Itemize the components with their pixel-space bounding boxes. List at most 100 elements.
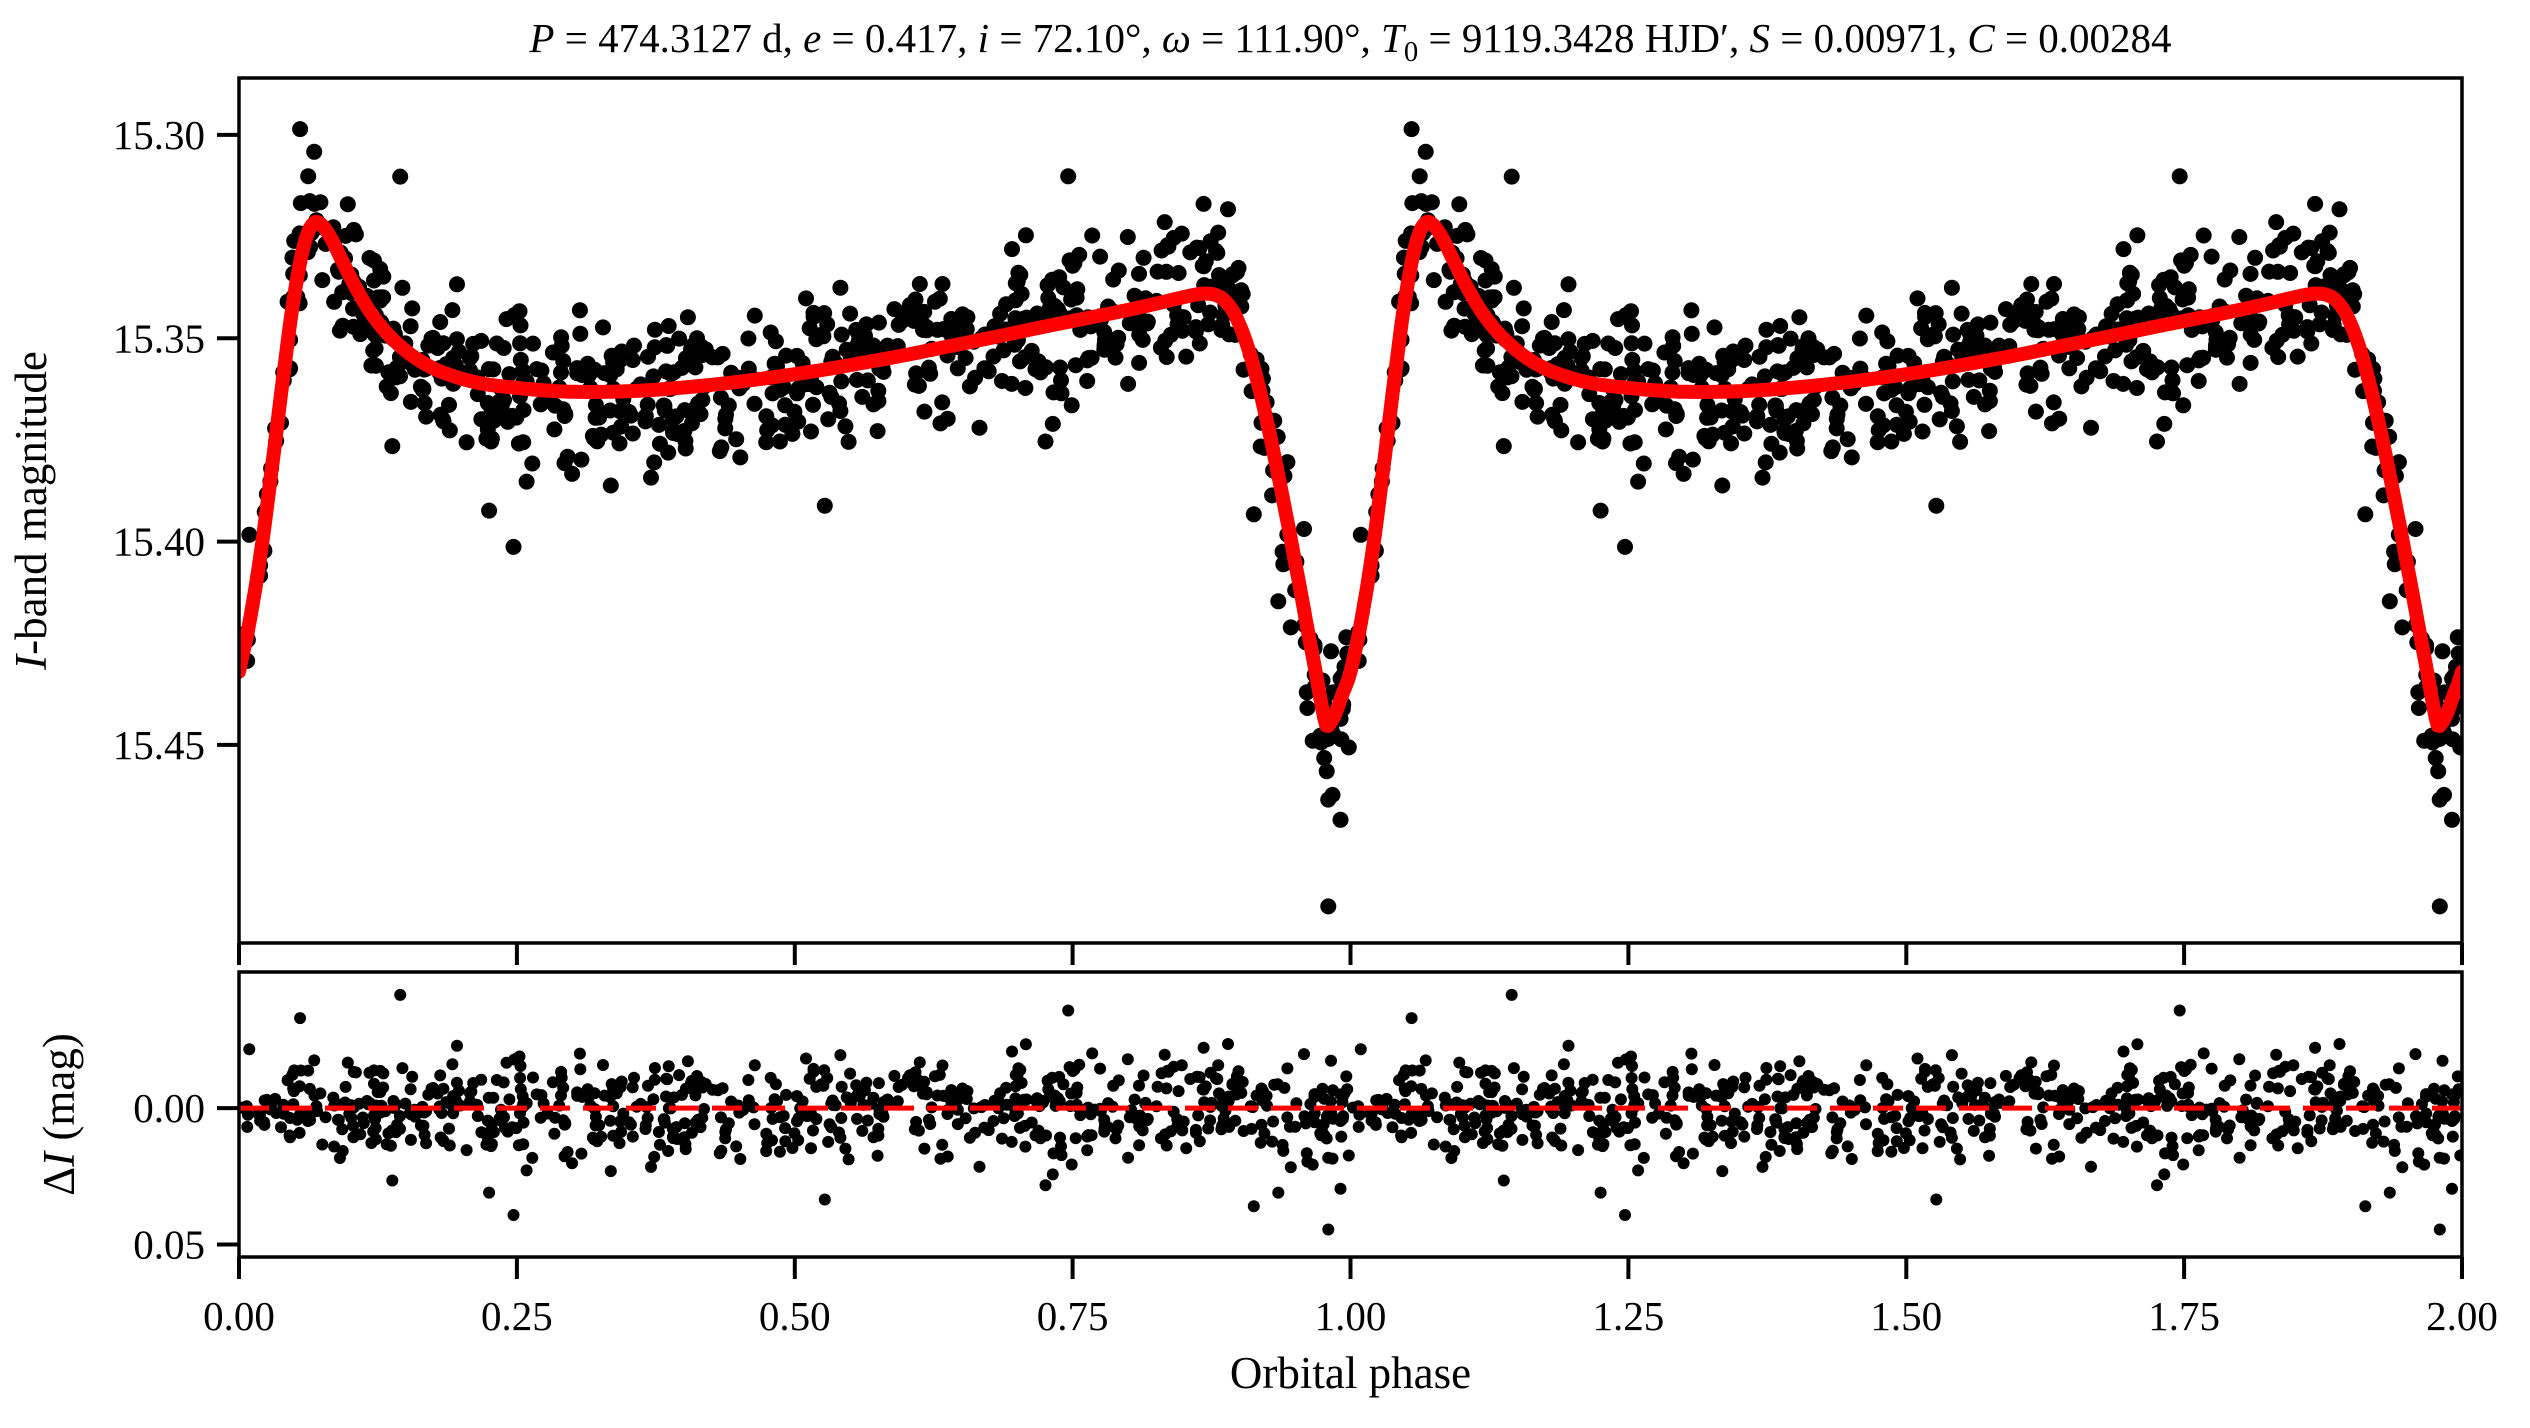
data-point xyxy=(902,1072,914,1085)
data-point xyxy=(2438,1152,2450,1165)
data-point xyxy=(677,440,694,457)
data-point xyxy=(1560,331,1577,348)
data-point xyxy=(1320,1132,1333,1145)
data-point xyxy=(1826,345,1843,362)
data-point xyxy=(1828,410,1845,427)
data-point xyxy=(2151,1179,2163,1192)
data-point xyxy=(512,335,529,352)
data-point xyxy=(997,1112,1010,1125)
data-point xyxy=(546,421,563,438)
data-point xyxy=(2270,349,2287,365)
data-point xyxy=(1212,1059,1225,1072)
data-point xyxy=(1133,1139,1146,1152)
data-point xyxy=(648,1062,661,1074)
data-point xyxy=(871,1149,884,1162)
data-point xyxy=(1398,1082,1411,1095)
data-point xyxy=(258,1118,271,1131)
data-point xyxy=(758,434,775,451)
data-point xyxy=(2289,1115,2302,1128)
data-point xyxy=(1997,301,2014,318)
data-point xyxy=(404,1133,417,1146)
data-point xyxy=(2430,763,2447,780)
data-point xyxy=(817,1079,830,1092)
data-point xyxy=(746,395,763,412)
data-point xyxy=(441,396,457,413)
data-point xyxy=(1548,1134,1561,1147)
data-point xyxy=(1501,1126,1514,1139)
data-point xyxy=(1554,1122,1567,1135)
data-point xyxy=(1852,360,1869,377)
data-point xyxy=(1055,279,1072,296)
data-point xyxy=(681,1055,694,1068)
data-point xyxy=(853,1089,866,1102)
data-point xyxy=(1299,700,1316,716)
data-point xyxy=(992,305,1009,322)
data-point xyxy=(2051,410,2068,427)
data-point xyxy=(1526,381,1543,398)
data-point xyxy=(1352,526,1369,543)
data-point xyxy=(573,1047,586,1060)
data-point xyxy=(2094,1124,2107,1137)
data-point xyxy=(1584,411,1601,428)
data-point xyxy=(647,1093,660,1106)
data-point xyxy=(1825,1147,1838,1160)
data-point xyxy=(1220,201,1236,218)
data-point xyxy=(1405,1126,1418,1139)
data-point xyxy=(2346,1086,2359,1099)
data-point xyxy=(1787,1088,1800,1101)
data-point xyxy=(1680,365,1697,382)
data-point xyxy=(1773,1145,1786,1157)
data-point xyxy=(1909,290,1926,307)
data-point xyxy=(458,434,475,451)
data-point xyxy=(555,1089,567,1102)
data-point xyxy=(1281,1062,1294,1075)
y-tick-label-upper: 15.35 xyxy=(113,315,205,361)
data-point xyxy=(2307,195,2324,212)
data-point xyxy=(2167,1149,2179,1162)
data-point xyxy=(1845,1153,1858,1165)
data-point xyxy=(1176,1124,1189,1137)
data-point xyxy=(481,1114,494,1127)
data-point xyxy=(2181,1132,2194,1145)
data-point xyxy=(615,1125,628,1138)
data-point xyxy=(2432,1132,2445,1145)
data-point xyxy=(1308,1116,1321,1129)
data-point xyxy=(1340,1070,1353,1083)
data-point xyxy=(2452,1083,2462,1096)
data-point xyxy=(1841,1140,1854,1153)
data-point xyxy=(2323,1059,2336,1072)
data-point xyxy=(748,1059,761,1072)
data-point xyxy=(1900,347,1917,364)
data-point xyxy=(961,378,978,395)
data-point xyxy=(1644,396,1661,413)
data-point xyxy=(2168,1078,2181,1091)
data-point xyxy=(717,410,734,427)
data-point xyxy=(2446,1130,2459,1143)
data-point xyxy=(1282,619,1299,636)
data-point xyxy=(294,1064,307,1077)
data-point xyxy=(1134,331,1151,348)
data-point xyxy=(1954,1153,1967,1166)
data-point xyxy=(1065,1158,1078,1171)
data-point xyxy=(1659,1127,1672,1140)
data-point xyxy=(2149,359,2166,376)
data-point xyxy=(1714,477,1731,494)
data-point xyxy=(2203,248,2220,265)
data-point xyxy=(1764,1126,1777,1138)
data-point xyxy=(2444,811,2460,828)
data-point xyxy=(1071,246,1088,263)
data-point xyxy=(816,305,833,322)
data-point xyxy=(514,1072,527,1084)
data-point xyxy=(2045,1068,2058,1081)
data-point xyxy=(1739,1071,1752,1084)
data-point xyxy=(1503,168,1520,185)
data-point xyxy=(1796,1077,1809,1089)
data-point xyxy=(2029,1075,2042,1088)
data-point xyxy=(1425,272,1442,289)
data-point xyxy=(652,1126,665,1138)
data-point xyxy=(2021,1115,2034,1128)
data-point xyxy=(2166,279,2183,296)
data-point xyxy=(2165,385,2181,402)
data-point xyxy=(1023,342,1040,359)
